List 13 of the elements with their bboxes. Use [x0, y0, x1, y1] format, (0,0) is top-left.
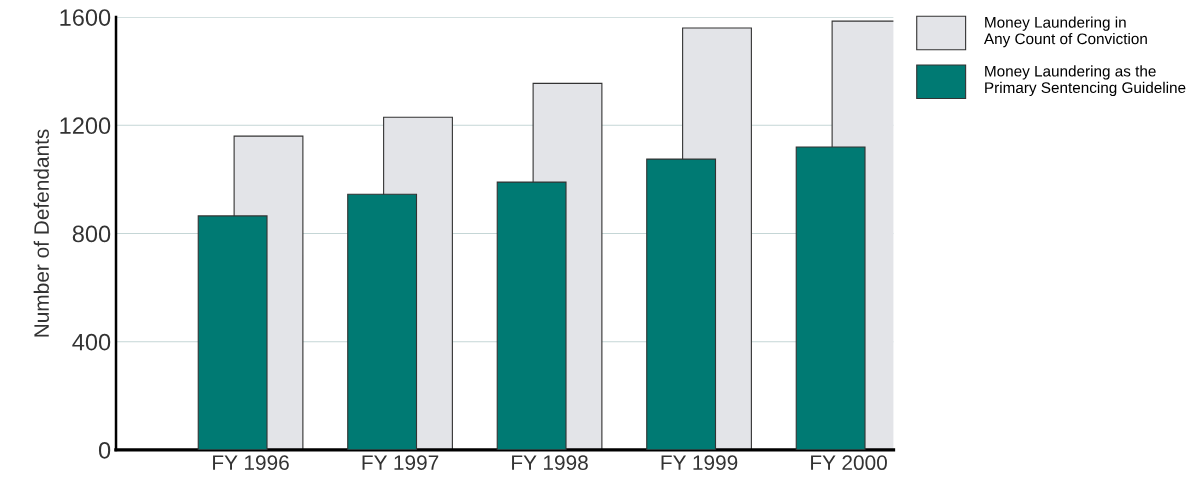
x-tick-label: FY 1997 — [362, 455, 439, 471]
legend-label: Money Laundering as the Primary Sentencing Guideline — [985, 65, 1186, 97]
legend-label: Money Laundering in Any Count of Conviction — [983, 16, 1147, 48]
x-tick-label: FY 1999 — [661, 455, 738, 471]
x-tick-label: FY 2000 — [811, 455, 887, 471]
y-tick-label: 1200 — [60, 117, 111, 135]
y-tick-label: 400 — [72, 333, 111, 351]
x-tick-label: FY 1998 — [512, 455, 588, 471]
y-axis-title: Number of Defendants — [33, 129, 49, 337]
y-tick-label: 800 — [72, 225, 111, 243]
y-tick-label: 1600 — [60, 9, 111, 26]
x-tick-label: FY 1996 — [213, 455, 289, 471]
y-tick-label: 0 — [98, 441, 111, 459]
